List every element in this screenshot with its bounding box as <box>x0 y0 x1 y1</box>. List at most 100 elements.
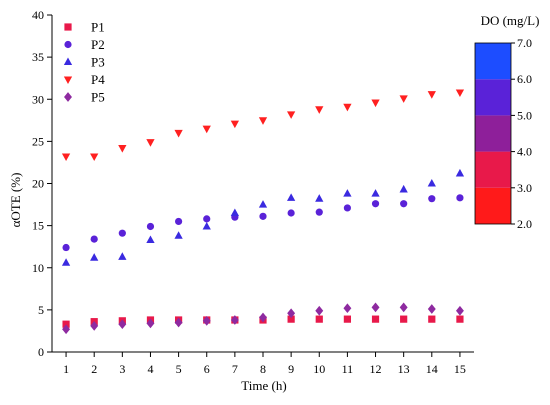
data-point-p2 <box>371 200 380 208</box>
data-point-p4 <box>174 129 183 138</box>
data-point-p1 <box>456 315 464 323</box>
data-point-p5 <box>343 303 352 314</box>
data-point-p1 <box>428 315 436 323</box>
series-layer <box>61 89 465 335</box>
legend-label-p2: P2 <box>91 37 105 52</box>
data-point-p4 <box>427 91 436 99</box>
data-point-p5 <box>287 308 296 319</box>
data-point-p5 <box>118 319 127 330</box>
x-tick-label: 1 <box>63 362 69 376</box>
y-axis-title: αOTE (%) <box>8 173 23 228</box>
x-tick-label: 12 <box>370 362 382 376</box>
series-p3 <box>61 168 465 266</box>
x-tick-label: 3 <box>119 362 125 376</box>
data-point-p4 <box>230 120 240 129</box>
data-point-p3 <box>174 231 183 239</box>
data-point-p4 <box>258 117 268 125</box>
data-point-p3 <box>258 200 268 208</box>
legend: P1 P2 P3 P4 P5 <box>63 20 105 105</box>
data-point-p4 <box>371 99 380 108</box>
data-point-p5 <box>202 315 211 326</box>
data-point-p4 <box>202 125 211 134</box>
data-point-p5 <box>62 324 71 335</box>
data-point-p2 <box>400 200 408 208</box>
data-point-p1 <box>400 315 408 323</box>
data-point-p5 <box>230 315 239 325</box>
series-p4 <box>61 89 465 162</box>
data-point-p3 <box>427 179 436 187</box>
data-point-p2 <box>175 217 183 226</box>
data-point-p3 <box>455 168 465 177</box>
data-point-p2 <box>343 204 351 212</box>
data-point-p4 <box>399 95 408 103</box>
data-point-p5 <box>455 305 464 316</box>
legend-marker-p1 <box>64 23 72 31</box>
x-axis-title: Time (h) <box>241 378 286 393</box>
data-point-p2 <box>62 243 70 252</box>
data-point-p3 <box>286 193 296 201</box>
data-point-p1 <box>343 315 351 323</box>
data-point-p3 <box>61 258 71 266</box>
x-tick-label: 4 <box>147 362 153 376</box>
plot-frame <box>51 15 474 353</box>
data-point-p2 <box>203 215 211 223</box>
data-point-p3 <box>343 189 352 197</box>
data-point-p1 <box>62 320 70 328</box>
colorbar-band <box>475 151 511 188</box>
data-point-p5 <box>399 302 408 313</box>
data-point-p3 <box>90 253 99 261</box>
legend-label-p3: P3 <box>91 55 105 70</box>
data-point-p4 <box>61 153 71 162</box>
data-point-p2 <box>287 209 295 217</box>
data-point-p3 <box>399 184 408 193</box>
data-point-p3 <box>371 189 380 197</box>
data-point-p5 <box>146 318 155 329</box>
colorbar-tick-label: 2.0 <box>517 217 532 231</box>
y-tick-label: 15 <box>32 219 44 233</box>
colorbar-tick-label: 7.0 <box>517 36 532 50</box>
data-point-p3 <box>315 194 324 202</box>
data-point-p4 <box>343 103 352 112</box>
data-point-p4 <box>455 89 465 98</box>
legend-label-p5: P5 <box>91 90 105 105</box>
y-tick-label: 20 <box>32 177 44 191</box>
data-point-p2 <box>118 229 126 237</box>
data-point-p5 <box>427 304 436 314</box>
y-tick-label: 30 <box>32 92 44 106</box>
x-tick-label: 2 <box>91 362 97 376</box>
data-point-p4 <box>286 111 296 119</box>
colorbar-border <box>474 42 512 225</box>
data-point-p2 <box>428 195 436 203</box>
x-tick-label: 10 <box>313 362 325 376</box>
data-point-p3 <box>146 235 155 244</box>
x-tick-label: 7 <box>232 362 238 376</box>
colorbar-tick-label: 4.0 <box>517 145 532 159</box>
x-tick-label: 6 <box>204 362 210 376</box>
y-tick-label: 0 <box>38 345 44 359</box>
data-point-p1 <box>287 315 295 323</box>
data-point-p5 <box>371 302 380 313</box>
x-tick-label: 9 <box>288 362 294 376</box>
data-point-p5 <box>259 312 267 323</box>
data-point-p2 <box>456 194 464 202</box>
legend-marker-p5 <box>64 92 72 102</box>
colorbar-title: DO (mg/L) <box>481 13 540 28</box>
legend-marker-p2 <box>64 40 72 49</box>
x-tick-label: 14 <box>426 362 438 376</box>
data-point-p4 <box>118 145 127 153</box>
y-tick-label: 10 <box>32 261 44 275</box>
data-point-p1 <box>315 315 323 323</box>
y-tick-label: 5 <box>38 303 44 317</box>
y-tick-label: 25 <box>32 134 44 148</box>
x-tick-label: 5 <box>176 362 182 376</box>
y-tick-label: 35 <box>32 50 44 64</box>
colorbar-tick-label: 5.0 <box>517 108 532 122</box>
colorbar-band <box>475 43 511 80</box>
colorbar-band <box>475 115 511 152</box>
legend-marker-p4 <box>63 76 73 84</box>
data-point-p5 <box>90 321 99 331</box>
colorbar-band <box>475 187 511 224</box>
x-tick-label: 8 <box>260 362 266 376</box>
